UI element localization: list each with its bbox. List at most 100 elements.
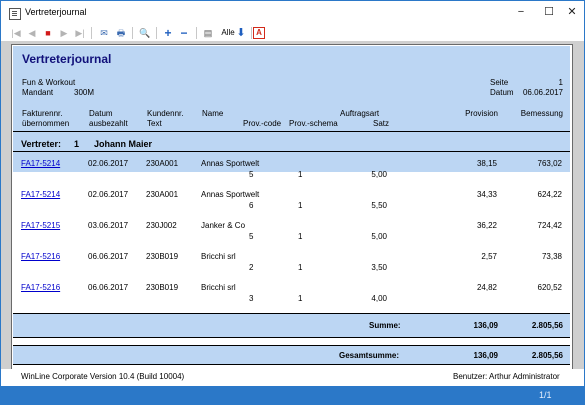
invoice-link[interactable]: FA17-5216 [21,252,61,261]
row-provcode: 6 [249,201,254,210]
row-provcode: 5 [249,170,254,179]
invoice-link[interactable]: FA17-5214 [21,190,61,199]
row-kundennr: 230J002 [146,221,177,230]
report-title: Vertreterjournal [22,52,112,66]
row-satz: 4,00 [371,294,387,303]
row-name: Bricchi srl [201,283,236,292]
row-kundennr: 230B019 [146,252,179,261]
row-provschema: 1 [298,201,303,210]
col-datum: Datum [89,109,113,118]
search-icon[interactable]: 🔍 [139,28,151,38]
report-footer: WinLine Corporate Version 10.4 (Build 10… [1,369,584,386]
header-divider [13,131,570,132]
row-datum: 02.06.2017 [88,190,129,199]
toolbar-separator [196,27,197,39]
app-icon [9,8,21,20]
col-auftragsart: Auftragsart [340,109,380,118]
prev-page-icon[interactable]: ◀ [28,28,36,38]
next-page-icon[interactable]: ▶ [60,28,68,38]
col-kundennr: Kundennr. [147,109,184,118]
page-view-icon[interactable]: ▤ [203,28,213,38]
window-title: Vertreterjournal [25,7,87,17]
report-header-band: Vertreterjournal Fun & Workout Mandant 3… [13,46,570,172]
last-page-icon[interactable]: ▶| [75,28,85,38]
row-provcode: 3 [249,294,254,303]
col-provschema: Prov.-schema [289,119,338,128]
col-bemessung: Bemessung [520,109,563,118]
summe-band: Summe: 136,09 2.805,56 [13,313,570,338]
mandant-value: 300M [74,88,95,97]
row-name: Annas Sportwelt [201,159,260,168]
page-indicator: 1/1 [539,390,552,400]
invoice-link[interactable]: FA17-5214 [21,159,61,168]
user-info: Benutzer: Arthur Administrator [453,372,560,381]
summe-provision: 136,09 [473,321,498,330]
row-satz: 3,50 [371,263,387,272]
gesamtsumme-band: Gesamtsumme: 136,09 2.805,56 [13,345,570,365]
version-info: WinLine Corporate Version 10.4 (Build 10… [21,372,185,381]
group-label: Vertreter: [21,139,62,149]
seite-value: 1 [558,78,563,87]
row-satz: 5,00 [371,232,387,241]
toolbar-separator [91,27,92,39]
row-kundennr: 230B019 [146,283,179,292]
first-page-icon[interactable]: |◀ [11,28,21,38]
all-pages-button[interactable]: Alle [221,28,235,37]
export-arrow-icon[interactable]: ⬇ [236,27,246,39]
print-icon[interactable]: 🖶 [116,28,126,38]
row-bemessung: 624,22 [537,190,562,199]
pdf-icon[interactable]: A [253,27,265,39]
close-button[interactable]: ✕ [567,6,577,18]
row-provschema: 1 [298,170,303,179]
row-provschema: 1 [298,232,303,241]
row-datum: 03.06.2017 [88,221,129,230]
toolbar-separator [132,27,133,39]
row-kundennr: 230A001 [146,190,179,199]
invoice-link[interactable]: FA17-5215 [21,221,61,230]
toolbar-separator [251,27,252,39]
col-text: Text [147,119,162,128]
col-name: Name [202,109,224,118]
col-fakturennr: Fakturennr. [22,109,63,118]
seite-label: Seite [490,78,509,87]
row-provision: 36,22 [476,221,497,230]
summe-label: Summe: [369,321,401,330]
row-provcode: 5 [249,232,254,241]
stop-icon[interactable]: ■ [45,28,51,38]
document-viewport: Vertreterjournal Fun & Workout Mandant 3… [1,41,584,388]
minimize-button[interactable]: − [517,6,525,18]
row-name: Annas Sportwelt [201,190,260,199]
row-kundennr: 230A001 [146,159,179,168]
maximize-button[interactable]: ☐ [544,6,554,18]
datum-label: Datum [490,88,514,97]
toolbar-separator [156,27,157,39]
row-datum: 06.06.2017 [88,252,129,261]
zoom-out-icon[interactable]: − [180,26,188,40]
col-satz: Satz [373,119,390,128]
group-divider [13,151,570,152]
status-bar: 1/1 [1,386,584,404]
company-name: Fun & Workout [22,78,76,87]
title-bar: Vertreterjournal − ☐ ✕ [1,1,584,25]
col-uebernommen: übernommen [22,119,70,128]
row-provision: 24,82 [476,283,497,292]
gesamtsumme-label: Gesamtsumme: [339,351,400,360]
group-name: Johann Maier [94,139,153,149]
datum-value: 06.06.2017 [522,88,563,97]
row-bemessung: 73,38 [541,252,562,261]
zoom-in-icon[interactable]: + [164,26,172,40]
col-ausbezahlt: ausbezahlt [89,119,128,128]
row-name: Janker & Co [201,221,246,230]
col-provcode: Prov.-code [243,119,282,128]
open-icon[interactable]: ✉ [100,28,108,38]
row-bemessung: 724,42 [537,221,562,230]
row-name: Bricchi srl [201,252,236,261]
gesamtsumme-provision: 136,09 [473,351,498,360]
toolbar: |◀ ◀ ■ ▶ ▶| ✉ 🖶 🔍 + − ▤ Alle ⬇ A [1,25,584,41]
row-provschema: 1 [298,294,303,303]
row-satz: 5,00 [371,170,387,179]
row-provision: 34,33 [476,190,497,199]
row-datum: 06.06.2017 [88,283,129,292]
invoice-link[interactable]: FA17-5216 [21,283,61,292]
